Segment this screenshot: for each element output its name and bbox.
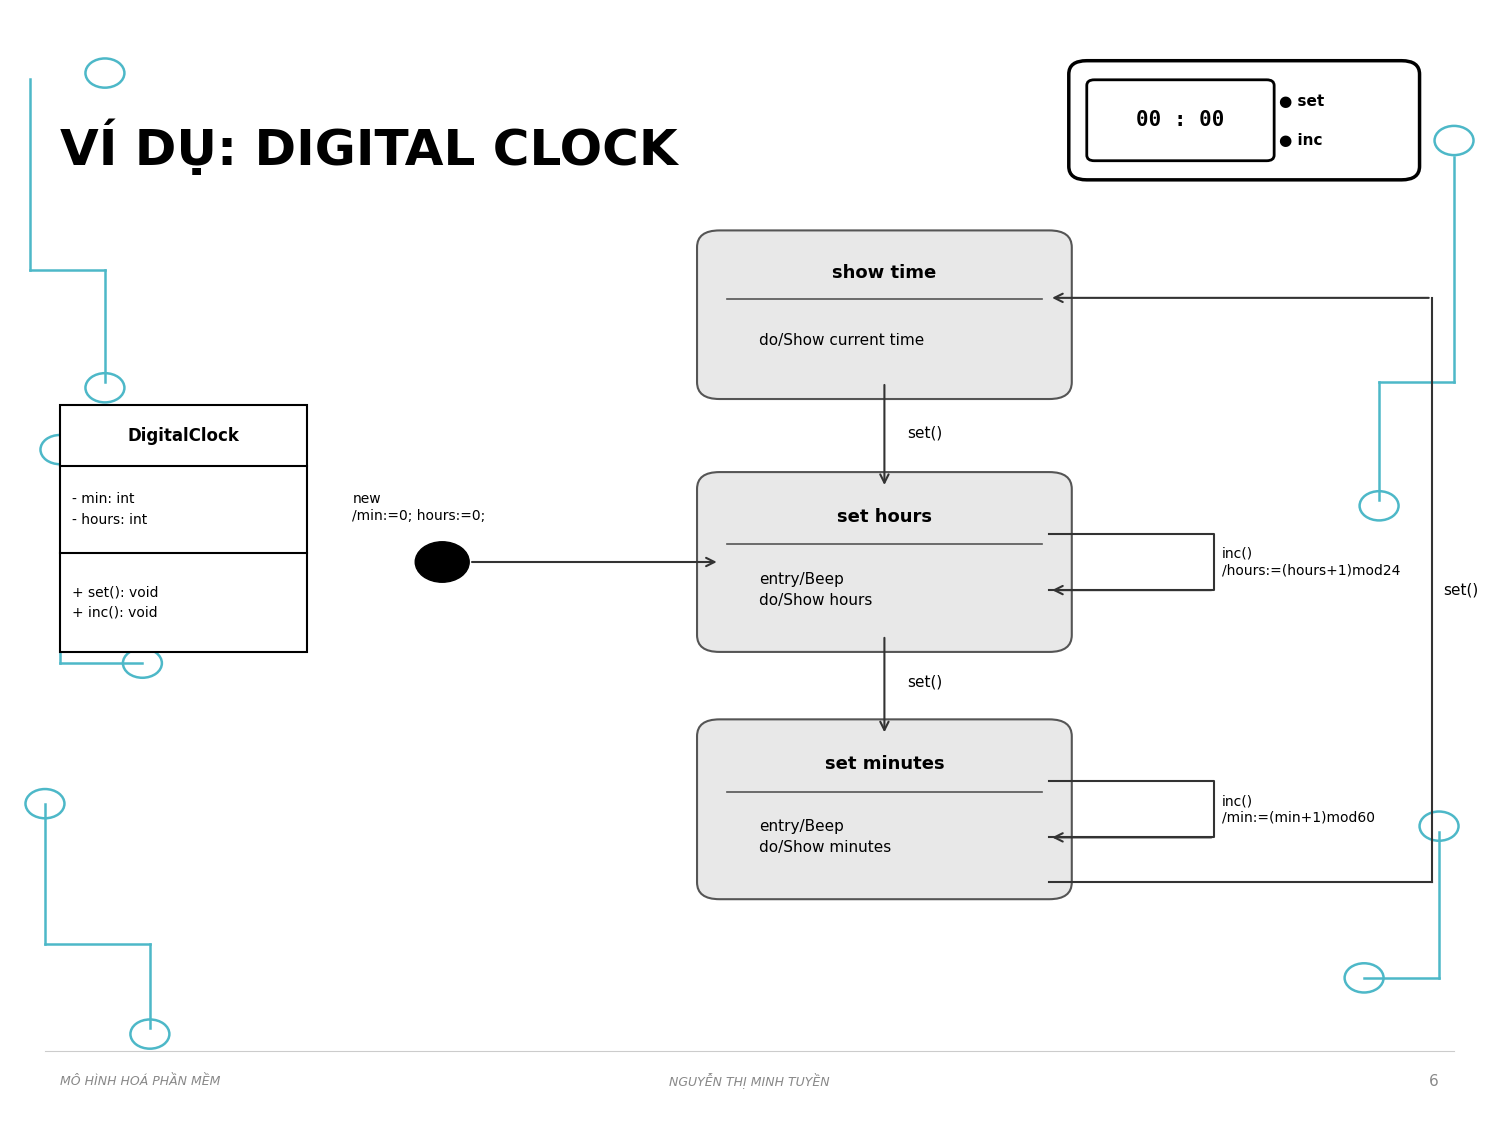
Text: DigitalClock: DigitalClock — [127, 426, 240, 445]
Text: 00 : 00: 00 : 00 — [1136, 110, 1225, 130]
Text: - min: int
- hours: int: - min: int - hours: int — [72, 492, 147, 527]
Text: entry/Beep
do/Show minutes: entry/Beep do/Show minutes — [758, 819, 892, 855]
Text: ● set: ● set — [1279, 94, 1324, 109]
Text: do/Show current time: do/Show current time — [758, 333, 925, 347]
Text: ● inc: ● inc — [1279, 133, 1322, 148]
Text: new
/min:=0; hours:=0;: new /min:=0; hours:=0; — [352, 492, 486, 523]
Text: NGUYỄN THỊ MINH TUYỀN: NGUYỄN THỊ MINH TUYỀN — [669, 1073, 830, 1089]
Text: 6: 6 — [1429, 1073, 1439, 1089]
Text: set minutes: set minutes — [824, 755, 944, 773]
Text: show time: show time — [832, 264, 937, 282]
Text: set(): set() — [907, 425, 943, 441]
FancyBboxPatch shape — [697, 719, 1072, 899]
Text: set(): set() — [1444, 582, 1480, 598]
FancyBboxPatch shape — [1087, 80, 1274, 161]
FancyBboxPatch shape — [697, 472, 1072, 652]
FancyBboxPatch shape — [1069, 61, 1420, 180]
FancyBboxPatch shape — [60, 405, 307, 652]
Text: MÔ HÌNH HOÁ PHẦN MỀM: MÔ HÌNH HOÁ PHẦN MỀM — [60, 1075, 220, 1088]
Text: set(): set() — [907, 674, 943, 690]
FancyBboxPatch shape — [697, 230, 1072, 399]
Text: entry/Beep
do/Show hours: entry/Beep do/Show hours — [758, 572, 872, 608]
Text: VÍ DỤ: DIGITAL CLOCK: VÍ DỤ: DIGITAL CLOCK — [60, 118, 678, 174]
Text: set hours: set hours — [836, 508, 932, 526]
Text: + set(): void
+ inc(): void: + set(): void + inc(): void — [72, 586, 159, 619]
Text: inc()
/hours:=(hours+1)mod24: inc() /hours:=(hours+1)mod24 — [1222, 547, 1400, 577]
Text: inc()
/min:=(min+1)mod60: inc() /min:=(min+1)mod60 — [1222, 795, 1375, 824]
Circle shape — [415, 542, 469, 582]
